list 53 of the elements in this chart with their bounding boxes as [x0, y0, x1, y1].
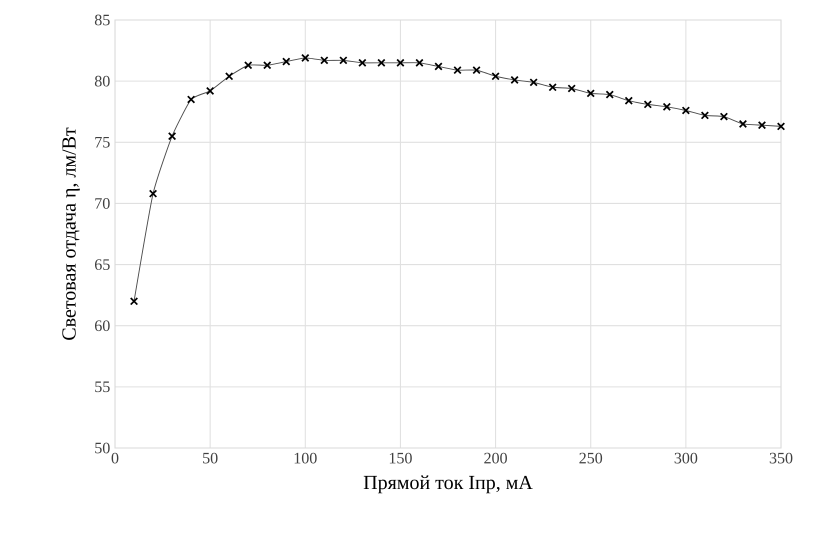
x-tick-label: 250 — [579, 452, 602, 464]
point — [206, 86, 214, 96]
point — [586, 89, 595, 98]
point — [130, 297, 138, 306]
x-tick-label: 350 — [770, 452, 792, 464]
point — [700, 111, 710, 120]
point — [148, 189, 158, 198]
x-tick-label: 100 — [294, 452, 317, 464]
point — [606, 90, 614, 99]
y-tick-label: 70 — [95, 198, 110, 209]
x-axis-title: Прямой ток Iпр, мА — [364, 475, 533, 494]
y-tick-label: 50 — [95, 442, 110, 454]
point — [720, 112, 728, 121]
x-tick-label: 200 — [484, 452, 507, 464]
point — [339, 56, 348, 65]
y-tick-label: 65 — [94, 259, 110, 270]
point — [776, 122, 786, 131]
point — [320, 56, 328, 65]
point — [510, 76, 519, 84]
point — [644, 100, 652, 109]
point — [738, 120, 748, 128]
point — [434, 62, 443, 71]
point — [624, 96, 633, 105]
point — [453, 66, 462, 74]
point — [358, 58, 367, 67]
point — [415, 58, 424, 67]
x-tick-label: 0 — [112, 452, 118, 464]
y-tick-label: 75 — [95, 136, 110, 148]
point — [758, 120, 766, 130]
point — [282, 57, 290, 66]
point — [225, 72, 234, 80]
point — [244, 61, 252, 70]
point — [186, 95, 196, 104]
y-tick-label: 80 — [94, 76, 110, 87]
x-tick-label: 50 — [203, 452, 218, 464]
point — [377, 58, 386, 67]
x-tick-label: 150 — [390, 452, 412, 464]
point — [662, 102, 672, 111]
y-tick-label: 85 — [94, 14, 110, 26]
point — [568, 84, 576, 93]
y-tick-label: 55 — [95, 382, 110, 392]
point — [548, 83, 557, 92]
point — [396, 58, 405, 67]
x-tick-label: 300 — [674, 452, 698, 464]
y-axis-title: Световая отдача η, лм/Вт — [62, 128, 80, 340]
point — [168, 132, 176, 140]
point — [529, 78, 538, 87]
point — [301, 54, 310, 62]
y-tick-label: 60 — [94, 320, 110, 332]
point — [491, 72, 500, 80]
point — [682, 106, 690, 115]
point — [472, 66, 481, 74]
point — [263, 61, 272, 70]
